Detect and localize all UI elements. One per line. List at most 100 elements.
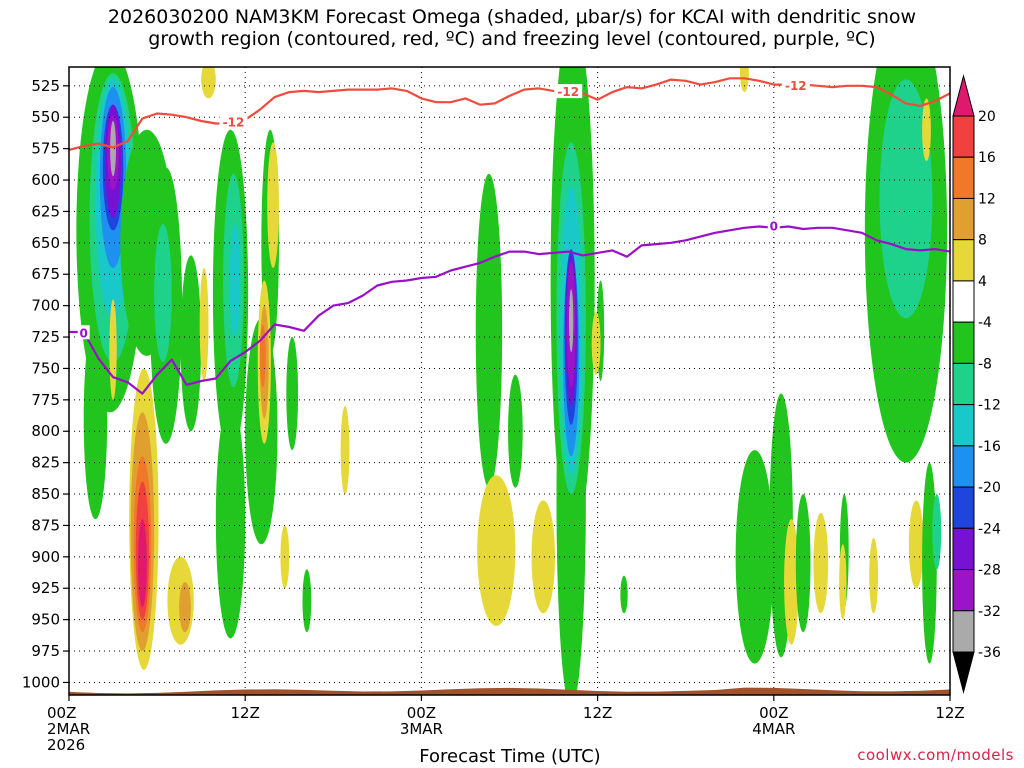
omega-shade-35 (340, 406, 350, 495)
omega-shading (76, 67, 948, 695)
omega-shade-65 (888, 280, 918, 457)
colorbar-label-7: -12 (978, 398, 1001, 414)
omega-shade-19 (179, 581, 191, 633)
contour-label-1-0: 0 (80, 326, 88, 340)
y-tick-label-1000: 1000 (22, 673, 60, 691)
colorbar-segment-2 (952, 197, 975, 241)
colorbar-segment-1 (952, 156, 975, 199)
colorbar-segment-12 (952, 610, 975, 653)
omega-shade-66 (879, 79, 933, 319)
contour-label-bg-1-1 (767, 218, 780, 233)
credit-text: coolwx.com/models (857, 746, 1014, 764)
colorbar-segment-11 (952, 569, 975, 612)
y-tick-label-575: 575 (31, 140, 60, 158)
omega-shade-17 (138, 519, 147, 608)
temperature-contours: -12 -12 -12 0 0 (69, 77, 950, 395)
contour-line-0 (69, 77, 950, 151)
plot-frame (68, 66, 951, 696)
omega-shade-59 (839, 544, 847, 620)
x-tick-label-3: 12Z (583, 704, 612, 722)
omega-shade-8 (110, 121, 116, 177)
colorbar-label-1: 16 (978, 150, 996, 166)
chart-title-line1: 2026030200 NAM3KM Forecast Omega (shaded… (107, 6, 917, 28)
y-tick-label-700: 700 (31, 297, 60, 315)
colorbar-segment-3 (952, 239, 975, 282)
y-tick-label-675: 675 (31, 265, 60, 283)
colorbar-label-2: 12 (978, 191, 996, 207)
y-tick-label-800: 800 (31, 422, 60, 440)
contour-line-1 (69, 225, 950, 395)
chart-title-line2: growth region (contoured, red, ºC) and f… (148, 28, 876, 50)
omega-shade-68 (869, 104, 881, 206)
grid-lines (68, 67, 951, 695)
terrain-band (69, 687, 950, 695)
omega-shade-39 (477, 475, 516, 626)
omega-shade-36 (302, 569, 312, 633)
colorbar-segment-0 (952, 115, 975, 158)
omega-shade-61 (908, 500, 924, 589)
colorbar-bottom-arrow (952, 651, 975, 694)
y-tick-label-825: 825 (31, 454, 60, 472)
x-tick-date-4: 4MAR (752, 720, 795, 738)
contour-label-0-0: -12 (223, 115, 245, 129)
y-tick-label-775: 775 (31, 391, 60, 409)
colorbar-segment-4 (952, 280, 975, 323)
colorbar-label-5: -4 (978, 315, 992, 331)
omega-shade-21 (109, 299, 117, 400)
chart-title: 2026030200 NAM3KM Forecast Omega (shaded… (0, 6, 1024, 50)
colorbar-label-11: -28 (978, 563, 1001, 579)
omega-shade-57 (813, 512, 829, 614)
colorbar-label-3: 8 (978, 233, 987, 249)
x-tick-date-2: 3MAR (400, 720, 443, 738)
x-tick-label-0: 00Z (47, 704, 76, 722)
x-tick-label-4: 00Z (759, 704, 788, 722)
colorbar-segment-6 (952, 362, 975, 406)
y-tick-label-550: 550 (31, 108, 60, 126)
x-tick-label-5: 12Z (935, 704, 964, 722)
colorbar-segment-8 (952, 445, 975, 488)
contour-label-1-1: 0 (770, 220, 778, 234)
y-tick-label-950: 950 (31, 611, 60, 629)
y-tick-label-900: 900 (31, 548, 60, 566)
contour-label-bg-0-1 (554, 84, 583, 99)
colorbar-label-9: -20 (978, 480, 1001, 496)
omega-shade-37 (475, 173, 503, 488)
omega-shade-38 (508, 374, 523, 488)
omega-shade-56 (795, 494, 811, 633)
omega-shade-12 (180, 255, 202, 432)
omega-shade-51 (591, 311, 601, 375)
x-tick-label-1: 12Z (231, 704, 260, 722)
colorbar-top-arrow (952, 74, 975, 117)
x-tick-label-2: 00Z (407, 704, 436, 722)
omega-shade-11 (154, 223, 172, 363)
contour-label-0-2: -12 (785, 79, 807, 93)
colorbar-label-0: 20 (978, 109, 996, 125)
omega-shade-60 (869, 538, 879, 614)
colorbar-segment-5 (952, 321, 975, 364)
omega-shade-67 (740, 67, 749, 93)
y-tick-label-925: 925 (31, 579, 60, 597)
y-tick-label-875: 875 (31, 516, 60, 534)
omega-shade-55 (784, 519, 799, 645)
y-tick-label-650: 650 (31, 234, 60, 252)
omega-shade-29 (267, 142, 279, 268)
omega-shade-40 (531, 500, 556, 614)
y-tick-label-525: 525 (31, 77, 60, 95)
omega-shade-69 (922, 98, 931, 162)
colorbar-segment-7 (952, 404, 975, 447)
contour-label-bg-1-0 (77, 325, 90, 340)
omega-shade-52 (620, 575, 628, 614)
y-tick-label-750: 750 (31, 359, 60, 377)
omega-shade-63 (932, 494, 942, 570)
omega-shade-20 (199, 267, 209, 382)
x-tick-date-0: 2MAR (47, 720, 90, 738)
colorbar-label-4: 4 (978, 274, 987, 290)
colorbar-segment-10 (952, 527, 975, 571)
x-axis-title: Forecast Time (UTC) (419, 746, 601, 767)
contour-label-bg-0-0 (219, 114, 248, 129)
colorbar-label-6: -8 (978, 356, 992, 372)
omega-shade-26 (215, 399, 246, 639)
colorbar-segment-9 (952, 486, 975, 529)
